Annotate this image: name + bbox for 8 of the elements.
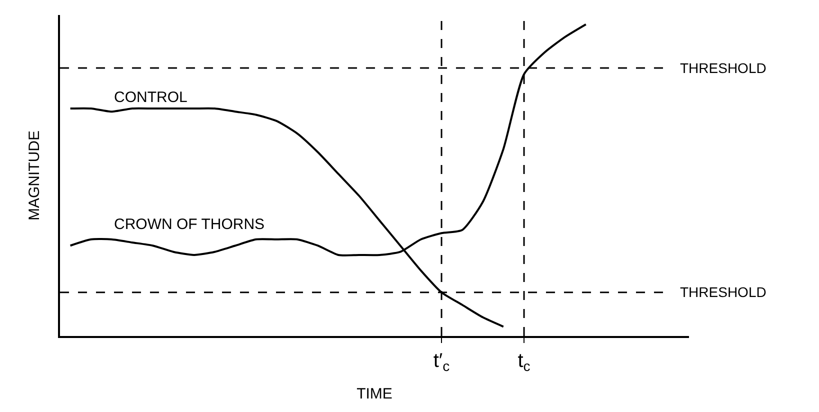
y-axis-title: MAGNITUDE	[26, 130, 43, 220]
ref-line-label: THRESHOLD	[680, 60, 766, 76]
ref-line-label: THRESHOLD	[680, 284, 766, 300]
x-tick-label: t$_{c}$	[518, 350, 530, 374]
x-axis-title: TIME	[356, 386, 392, 403]
series-label: CONTROL	[114, 89, 188, 106]
series-label: CROWN OF THORNS	[114, 216, 265, 233]
x-tick-label: t′$_{c}$	[433, 350, 450, 374]
